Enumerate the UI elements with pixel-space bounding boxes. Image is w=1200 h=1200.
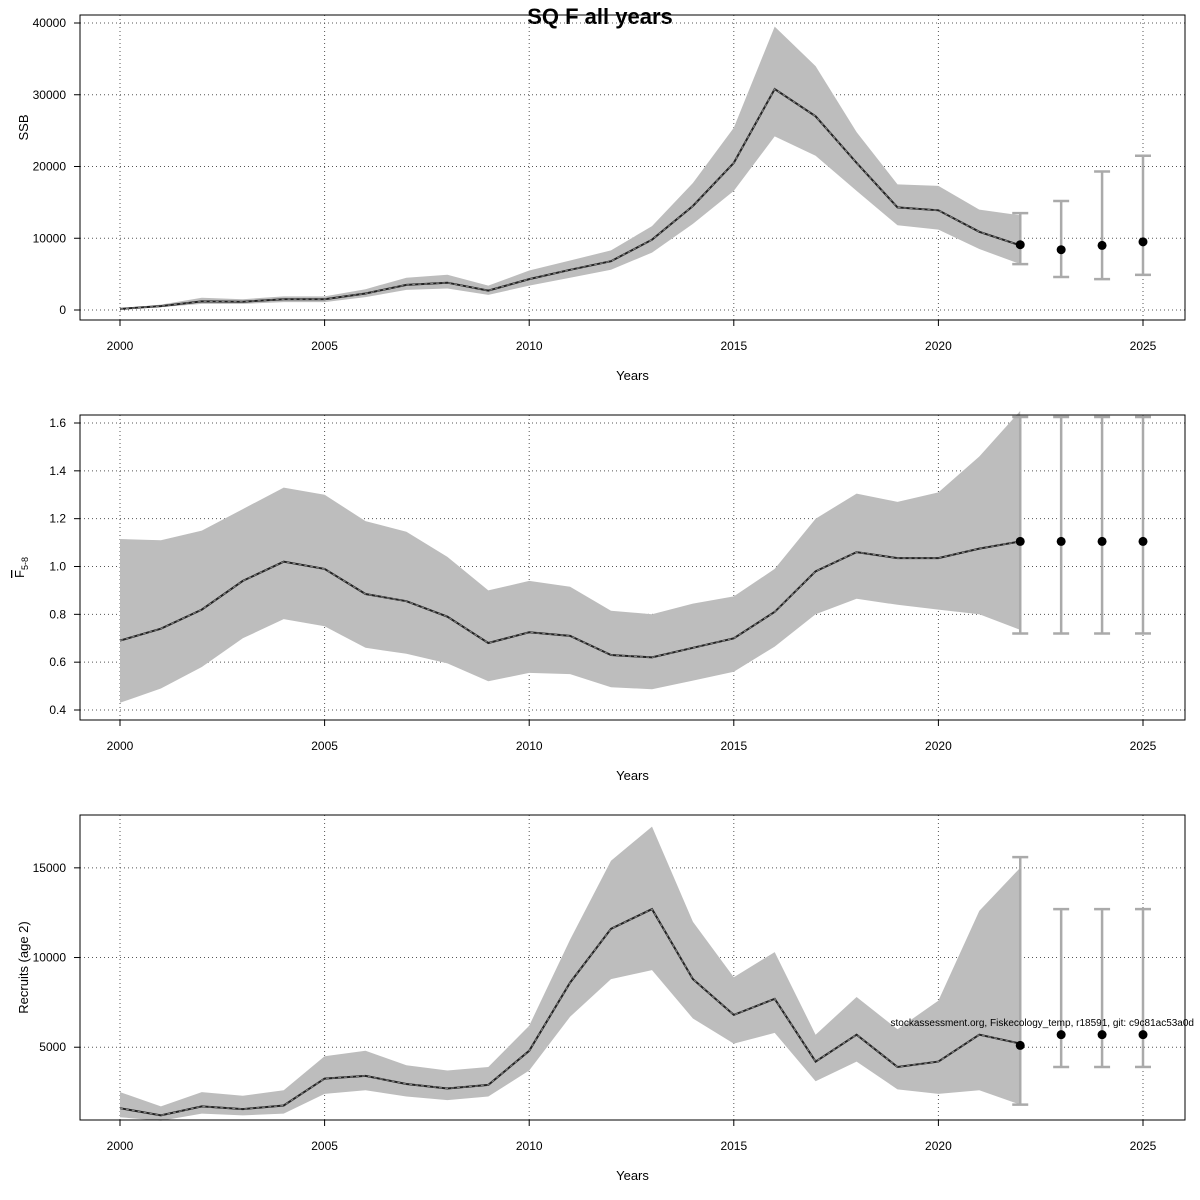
x-tick-label: 2020 [925, 1139, 952, 1153]
y-axis-label: SSB [16, 114, 31, 140]
forecast-point [1138, 1030, 1148, 1040]
y-tick-label: 0.4 [49, 703, 66, 717]
forecast-errorbar [1135, 415, 1151, 635]
confidence-band [120, 26, 1021, 310]
footnote: stockassessment.org, Fiskecology_temp, r… [891, 1018, 1195, 1029]
y-tick-label: 1.2 [49, 512, 66, 526]
estimate-line [119, 540, 1021, 659]
forecast-errorbar [1012, 415, 1029, 635]
x-tick-label: 2000 [107, 339, 134, 353]
forecast-point [1015, 536, 1025, 546]
panel-2: 2000 2005 2010 2015 2020 2025 0.4 0.6 0.8 1.0 1.2 1… [12, 411, 1186, 783]
x-tick-label: 2010 [516, 1139, 543, 1153]
forecast-point [1056, 245, 1066, 255]
x-tick-label: 2005 [311, 739, 338, 753]
forecast-errorbar [1053, 415, 1070, 635]
forecast-errorbar [1012, 855, 1029, 1106]
forecast-errorbar [1094, 415, 1111, 635]
y-tick-label: 0.6 [49, 655, 66, 669]
forecast-point [1097, 240, 1107, 250]
x-tick-label: 2020 [925, 339, 952, 353]
forecast-point [1056, 1030, 1066, 1040]
forecast-point [1097, 1030, 1107, 1040]
x-tick-label: 2000 [107, 739, 134, 753]
y-tick-label: 30000 [33, 88, 67, 102]
x-tick-label: 2010 [516, 739, 543, 753]
plot-frame [79, 414, 1186, 721]
y-tick-label: 1.4 [49, 464, 66, 478]
forecast-errorbar [1053, 199, 1070, 279]
y-axis-label: F5-8 [12, 557, 30, 578]
forecast-errorbar [1094, 170, 1111, 281]
forecast-point [1138, 237, 1148, 247]
confidence-band [120, 826, 1021, 1121]
y-tick-label: 1.0 [49, 560, 66, 574]
x-tick-label: 2010 [516, 339, 543, 353]
y-tick-label: 15000 [33, 861, 67, 875]
figure-title: SQ F all years [527, 4, 673, 29]
confidence-band [120, 411, 1021, 703]
x-tick-label: 2015 [720, 739, 747, 753]
forecast-point [1015, 1040, 1025, 1050]
y-tick-label: 0.8 [49, 607, 66, 621]
y-tick-label: 0 [59, 303, 66, 317]
estimate-line-dashed [119, 88, 1021, 310]
x-axis-label: Years [616, 768, 649, 783]
forecast-point [1138, 536, 1148, 546]
x-tick-label: 2000 [107, 1139, 134, 1153]
x-axis-label: Years [616, 368, 649, 383]
estimate-line-dashed [119, 908, 1021, 1116]
panel-1: 2000 2005 2010 2015 2020 2025 0 10000 20000 30000… [16, 14, 1186, 383]
forecast-point [1056, 536, 1066, 546]
plot-frame [79, 814, 1186, 1121]
forecast-errorbar [1135, 154, 1151, 277]
y-tick-label: 40000 [33, 16, 67, 30]
forecast-errorbar [1053, 907, 1070, 1069]
y-tick-label: 1.6 [49, 416, 66, 430]
y-tick-label: 5000 [39, 1040, 66, 1054]
y-tick-label: 10000 [33, 951, 67, 965]
x-axis-label: Years [616, 1168, 649, 1183]
x-tick-label: 2015 [720, 1139, 747, 1153]
y-tick-label: 20000 [33, 160, 67, 174]
forecast-errorbar [1012, 211, 1029, 266]
x-tick-label: 2025 [1130, 339, 1157, 353]
forecast-point [1097, 536, 1107, 546]
x-tick-label: 2015 [720, 339, 747, 353]
x-tick-label: 2025 [1130, 1139, 1157, 1153]
x-tick-label: 2020 [925, 739, 952, 753]
y-tick-label: 10000 [33, 231, 67, 245]
x-tick-label: 2005 [311, 1139, 338, 1153]
y-axis-label: Recruits (age 2) [16, 921, 31, 1013]
x-tick-label: 2005 [311, 339, 338, 353]
x-tick-label: 2025 [1130, 739, 1157, 753]
panel-3: 2000 2005 2010 2015 2020 2025 5000 10000 15000 Ye… [16, 814, 1195, 1183]
plot-frame [79, 14, 1186, 321]
forecast-errorbar [1094, 907, 1111, 1069]
forecast-errorbar [1135, 907, 1151, 1069]
forecast-point [1015, 240, 1025, 250]
